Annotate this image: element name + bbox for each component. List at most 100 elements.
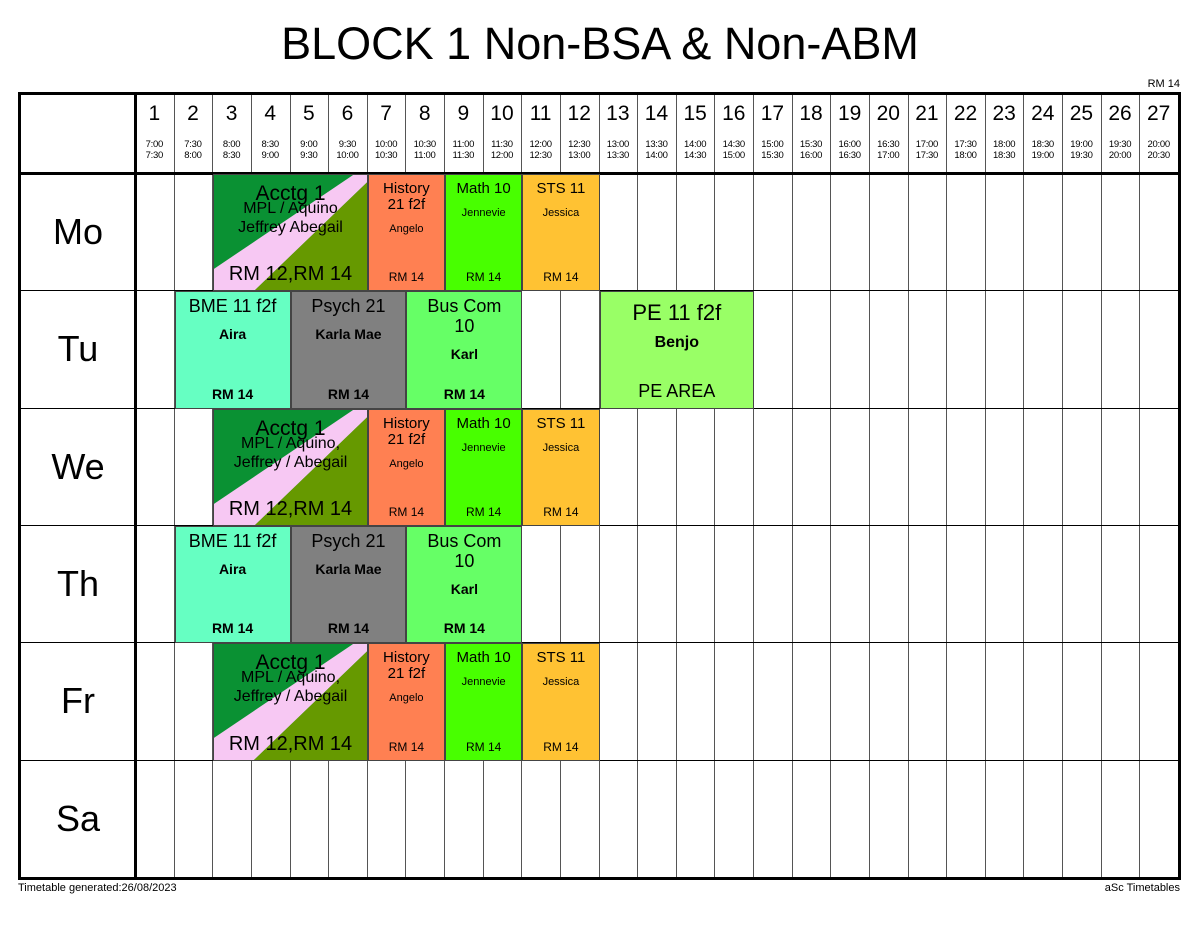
lesson-teacher: Jessica (542, 441, 580, 454)
lesson-subject: PE 11 f2f (632, 300, 722, 326)
period-end-time: 15:00 (722, 150, 746, 161)
lesson-subject: History 21 f2f (383, 649, 430, 683)
lesson-subject: Math 10 (456, 180, 511, 197)
period-number: 8 (418, 102, 431, 125)
period-number: 6 (341, 102, 354, 125)
period-end-time: 13:00 (568, 150, 591, 161)
period-end-time: 19:30 (1070, 150, 1093, 161)
column-divider (675, 95, 677, 877)
lesson-card[interactable]: STS 11 Jessica RM 14 (522, 408, 600, 526)
lesson-subject: BME 11 f2f (188, 296, 277, 317)
period-header: 10 11:30 12:00 (483, 95, 522, 173)
period-end-time: 16:30 (838, 150, 862, 161)
lesson-card[interactable]: Math 10 Jennevie RM 14 (445, 174, 523, 292)
period-header: 1 7:00 7:30 (135, 95, 174, 173)
lesson-room: RM 14 (388, 504, 425, 519)
period-start-time: 7:30 (184, 139, 202, 150)
period-end-time: 9:00 (261, 150, 280, 161)
lesson-card[interactable]: Psych 21 Karla Mae RM 14 (290, 526, 407, 644)
lesson-room: RM 12,RM 14 (228, 497, 353, 520)
period-header: 22 17:30 18:00 (946, 95, 985, 173)
period-start-time: 11:30 (491, 139, 513, 150)
lesson-teacher: Karla Mae (315, 561, 382, 577)
lesson-card[interactable]: Psych 21 Karla Mae RM 14 (290, 291, 407, 409)
lesson-teacher: Angelo (389, 692, 424, 705)
lesson-subject: Acctg 1 (255, 182, 326, 205)
period-start-time: 14:30 (722, 139, 746, 150)
lesson-subject: Bus Com 10 (427, 296, 502, 337)
column-divider (868, 95, 870, 877)
period-header: 23 18:00 18:30 (985, 95, 1024, 173)
lesson-card[interactable]: BME 11 f2f Aira RM 14 (174, 526, 291, 644)
period-number: 13 (606, 102, 630, 125)
lesson-card[interactable]: History 21 f2f Angelo RM 14 (367, 643, 446, 761)
lesson-teacher: MPL / Aquino, Jeffrey / Abegail (233, 669, 348, 706)
period-number: 26 (1108, 102, 1132, 125)
column-divider (212, 95, 214, 877)
lesson-teacher: Jennevie (461, 207, 506, 219)
lesson-card[interactable]: Bus Com 10 Karl RM 14 (406, 291, 523, 409)
day-label-fr: Fr (61, 680, 95, 722)
lesson-teacher: MPL / Aquino Jeffrey Abegail (238, 200, 343, 236)
period-number: 22 (953, 102, 978, 125)
diagonal-split-background (214, 175, 367, 291)
period-number: 11 (529, 102, 552, 125)
period-start-time: 13:00 (606, 139, 630, 150)
period-number: 25 (1069, 102, 1094, 125)
lesson-card[interactable]: Math 10 Jennevie RM 14 (445, 643, 523, 761)
column-divider (637, 95, 639, 877)
column-divider (830, 95, 832, 877)
lesson-card[interactable]: STS 11 Jessica RM 14 (522, 174, 600, 292)
period-start-time: 19:00 (1070, 139, 1093, 150)
lesson-card[interactable]: PE 11 f2f Benjo PE AREA (599, 291, 755, 409)
period-number: 18 (799, 102, 823, 125)
period-number: 21 (915, 102, 939, 125)
period-end-time: 14:30 (683, 150, 707, 161)
lesson-card[interactable]: BME 11 f2f Aira RM 14 (174, 291, 291, 409)
period-start-time: 10:30 (413, 139, 437, 150)
lesson-teacher: Aira (218, 326, 247, 343)
lesson-teacher: Benjo (654, 334, 700, 352)
period-number: 23 (992, 102, 1016, 125)
period-header: 7 10:00 10:30 (367, 95, 406, 173)
period-header: 18 15:30 16:00 (792, 95, 831, 173)
period-end-time: 20:30 (1147, 150, 1171, 161)
period-number: 1 (148, 102, 161, 125)
lesson-teacher: Karl (450, 581, 478, 597)
lesson-subject: Bus Com 10 (427, 531, 502, 571)
lesson-card[interactable]: History 21 f2f Angelo RM 14 (367, 174, 446, 292)
lesson-teacher: Jennevie (461, 441, 506, 454)
period-header: 15 14:00 14:30 (676, 95, 715, 173)
period-end-time: 19:00 (1031, 150, 1055, 161)
lesson-room: RM 14 (327, 620, 370, 637)
period-end-time: 16:00 (799, 150, 823, 161)
lesson-card[interactable]: Acctg 1 MPL / Aquino, Jeffrey / Abegail RM… (213, 408, 368, 526)
column-divider (753, 95, 755, 877)
lesson-card[interactable]: Acctg 1 MPL / Aquino, Jeffrey / Abegail RM… (213, 643, 368, 761)
lesson-card[interactable]: History 21 f2f Angelo RM 14 (367, 408, 446, 526)
period-number: 15 (683, 102, 707, 125)
period-end-time: 18:00 (954, 150, 977, 161)
period-end-time: 11:30 (452, 150, 475, 161)
lesson-room: RM 14 (327, 385, 370, 402)
lesson-room: PE AREA (638, 380, 716, 401)
period-start-time: 20:00 (1147, 139, 1171, 150)
period-number: 3 (225, 102, 238, 125)
period-start-time: 12:30 (568, 139, 591, 150)
period-header: 26 19:30 20:00 (1101, 95, 1140, 173)
brand-label: aSc Timetables (1104, 882, 1180, 894)
period-number: 10 (490, 102, 514, 125)
lesson-card[interactable]: Math 10 Jennevie RM 14 (445, 408, 523, 526)
period-end-time: 10:00 (336, 150, 359, 161)
lesson-card[interactable]: Bus Com 10 Karl RM 14 (406, 526, 523, 644)
period-start-time: 15:00 (761, 139, 784, 150)
lesson-room: RM 14 (543, 504, 579, 519)
lesson-teacher: Jessica (542, 676, 580, 689)
lesson-card[interactable]: Acctg 1 MPL / Aquino Jeffrey Abegail RM 12… (213, 174, 368, 292)
lesson-card[interactable]: STS 11 Jessica RM 14 (522, 643, 600, 761)
period-start-time: 8:00 (222, 139, 241, 150)
period-header: 16 14:30 15:00 (714, 95, 753, 173)
day-label-tu: Tu (57, 328, 99, 370)
diagonal-split-background (214, 409, 367, 525)
column-divider (1023, 95, 1025, 877)
